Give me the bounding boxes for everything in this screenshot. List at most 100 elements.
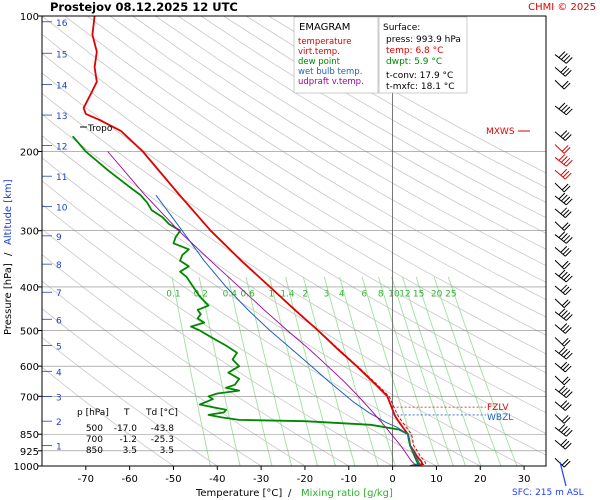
pressure-tick-label: 500 xyxy=(20,327,39,338)
wind-barb-staff xyxy=(554,324,566,334)
wind-barb-staff xyxy=(554,79,565,90)
wind-barb-flag xyxy=(560,323,568,330)
copyright-label: CHMI © 2025 xyxy=(528,2,596,13)
mixing-ratio-line xyxy=(245,276,293,466)
altitude-tick-label: 9 xyxy=(56,233,62,243)
x-axis-label-separator: / xyxy=(288,488,292,499)
mixing-ratio-line xyxy=(285,276,336,466)
altitude-tick-label: 13 xyxy=(56,112,67,122)
legend-item-updraft: udpraft v.temp. xyxy=(298,77,364,87)
altitude-tick-label: 15 xyxy=(56,50,67,60)
wind-barb-staff xyxy=(554,208,566,219)
temperature-tick-label: -10 xyxy=(341,474,357,485)
wind-barb-flag xyxy=(564,288,572,296)
altitude-tick-label: 3 xyxy=(56,394,62,404)
wind-barb-flag xyxy=(561,415,569,422)
wind-barb-flag xyxy=(563,460,571,468)
mixing-ratio-line xyxy=(171,276,211,466)
wind-barb-flag xyxy=(562,132,570,139)
temperature-tick-label: 0 xyxy=(389,474,395,485)
wind-barb-flag xyxy=(558,102,566,110)
pressure-tick-label: 200 xyxy=(20,147,39,158)
wind-barb-flag xyxy=(558,51,566,58)
wind-barb-flag xyxy=(563,157,571,165)
wind-barb-flag xyxy=(563,378,571,386)
surface-tmxfc: t-mxfc: 18.1 °C xyxy=(386,82,455,92)
surface-temp: temp: 6.8 °C xyxy=(386,46,443,56)
wind-barb-flag xyxy=(564,442,572,450)
altitude-tick-label: 4 xyxy=(56,368,62,378)
wind-barb-staff xyxy=(554,131,566,141)
wind-barb-flag xyxy=(563,273,571,281)
wind-barb-flag xyxy=(562,170,570,178)
wind-barb-flag xyxy=(563,106,571,114)
mixing-ratio-label: 1 xyxy=(268,289,274,299)
altitude-tick-label: 16 xyxy=(56,19,68,29)
surface-heading: Surface: xyxy=(383,23,420,33)
wind-barb-flag xyxy=(564,327,572,334)
temperature-tick-label: -20 xyxy=(297,474,313,485)
wind-barb-flag xyxy=(561,271,568,279)
dry-adiabat-line xyxy=(42,33,546,355)
wind-barb-flag xyxy=(564,172,572,180)
wind-barb-flag xyxy=(565,275,573,283)
wind-barb-flag xyxy=(561,337,569,345)
table-header-t: T xyxy=(123,408,130,418)
wind-barb-flag xyxy=(565,352,573,360)
altitude-tick-label: 11 xyxy=(56,173,67,183)
x-axis-label-temperature: Temperature [°C] xyxy=(195,488,282,499)
mixing-ratio-label: 10 xyxy=(388,289,400,299)
wind-barb-flag xyxy=(562,440,570,448)
wind-barb-flag xyxy=(558,424,566,431)
table-header-td: Td [°C] xyxy=(145,408,178,418)
y-axis-label-separator: / xyxy=(3,252,14,256)
wind-barb-flag xyxy=(561,156,568,163)
wind-barb-staff xyxy=(554,375,565,386)
wind-barb-flag xyxy=(563,427,571,435)
legend-item-temperature: temperature xyxy=(298,37,351,47)
wind-barb-flag xyxy=(565,198,573,206)
table-cell: -43.8 xyxy=(151,424,175,434)
mixing-ratio-label: 12 xyxy=(399,289,410,299)
wind-barb-flag xyxy=(563,417,571,424)
wind-barb-staff xyxy=(554,259,565,270)
wind-barb-flag xyxy=(558,385,566,393)
dry-adiabat-line xyxy=(42,52,546,374)
mixing-ratio-line xyxy=(415,276,482,466)
temperature-tick-label: -50 xyxy=(165,474,181,485)
wind-barb-flag xyxy=(565,237,573,244)
wind-barb-flag xyxy=(561,376,569,384)
y-axis-label-altitude: Altitude [km] xyxy=(3,179,14,245)
dry-adiabat-line xyxy=(42,113,546,434)
mixing-ratio-label: 15 xyxy=(413,289,424,299)
profile-series xyxy=(72,16,486,466)
updraft-line xyxy=(107,151,418,466)
altitude-tick-label: 6 xyxy=(56,316,62,326)
wind-barb-flag xyxy=(561,458,569,466)
wind-barb-flag xyxy=(565,391,573,399)
wind-barb-staff xyxy=(554,427,567,437)
wind-barb-flag xyxy=(561,145,569,152)
temperature-tick-label: -30 xyxy=(253,474,269,485)
mixing-ratio-label: 0.1 xyxy=(166,289,180,299)
wbzl-label: WBZL xyxy=(487,413,513,423)
wind-barb-staff xyxy=(554,169,566,180)
wind-barb-flag xyxy=(558,192,566,200)
pressure-tick-label: 700 xyxy=(20,392,39,403)
tropopause-label: Tropo xyxy=(87,124,113,134)
mixing-ratio-label: 1.4 xyxy=(280,289,295,299)
surface-dwpt: dwpt: 5.9 °C xyxy=(386,57,442,67)
wind-barb-flag xyxy=(562,286,570,294)
wind-barb-flag xyxy=(562,325,570,332)
wind-barb-flag xyxy=(560,400,568,408)
wind-barb-staff xyxy=(554,144,565,154)
wet-bulb-line xyxy=(155,194,421,466)
wind-barb-flag xyxy=(561,260,569,268)
wind-barb-flag xyxy=(563,350,571,358)
wind-barb-flag xyxy=(564,365,572,373)
altitude-tick-label: 2 xyxy=(56,418,62,428)
wind-barb-staff xyxy=(554,298,565,309)
grid-lines xyxy=(42,16,546,466)
virtual-temperature-line xyxy=(83,16,427,466)
